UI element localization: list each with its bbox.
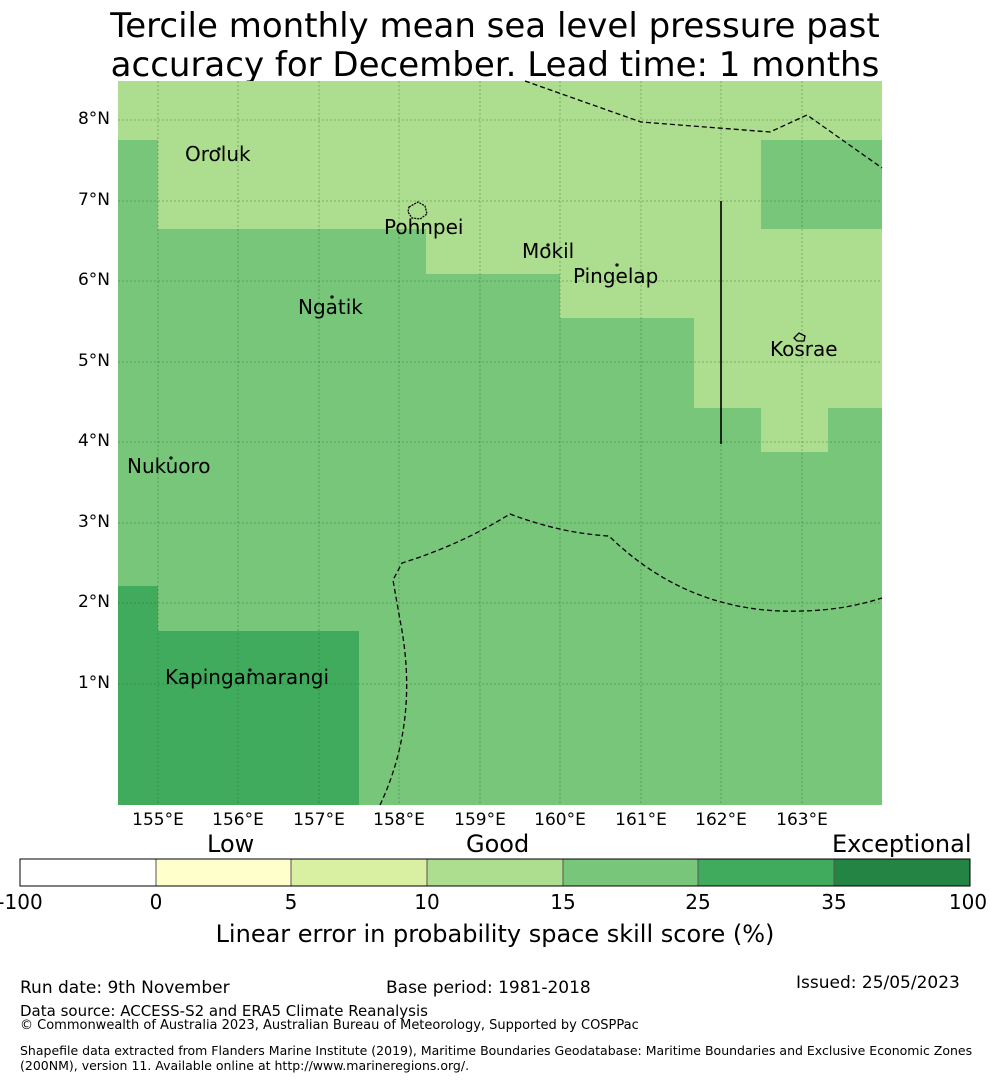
lon-label: 155°E [132, 810, 184, 830]
cell-block-north [426, 229, 882, 274]
lon-label: 156°E [212, 810, 264, 830]
lat-label: 5°N [77, 351, 110, 371]
colorbar-label: Linear error in probability space skill … [215, 920, 775, 948]
kapingamarangi-atoll [248, 668, 252, 672]
pingelap-atoll [615, 263, 619, 267]
place-label-ngatik: Ngatik [298, 295, 363, 319]
cell-block-northeast [761, 140, 882, 229]
copyright: © Commonwealth of Australia 2023, Austra… [20, 1018, 639, 1033]
colorbar-category-low: Low [207, 830, 255, 858]
place-label-oroluk: Oroluk [185, 142, 251, 166]
colorbar-segment [156, 859, 291, 886]
place-label-pingelap: Pingelap [573, 264, 659, 288]
colorbar-tick: -100 [0, 890, 43, 914]
colorbar-segment [20, 859, 156, 886]
map-title-line-2: accuracy for December. Lead time: 1 mont… [110, 45, 880, 85]
map-title-line-1: Tercile monthly mean sea level pressure … [110, 6, 880, 46]
lat-label: 4°N [77, 431, 110, 451]
base-period: Base period: 1981-2018 [386, 978, 591, 998]
islands [169, 147, 806, 672]
lat-label: 7°N [77, 190, 110, 210]
lon-label: 159°E [454, 810, 506, 830]
lon-label: 161°E [615, 810, 667, 830]
lon-label: 162°E [695, 810, 747, 830]
place-label-nukuoro: Nukuoro [127, 454, 211, 478]
mokil-atoll [546, 243, 550, 247]
colorbar-category-exceptional: Exceptional [832, 830, 972, 858]
lon-label: 160°E [534, 810, 586, 830]
place-label-pohnpei: Pohnpei [384, 215, 464, 239]
lat-label: 2°N [77, 592, 110, 612]
lat-label: 6°N [77, 270, 110, 290]
colorbar-segment [563, 859, 698, 886]
skill-grid [118, 81, 882, 805]
colorbar-segment [698, 859, 834, 886]
colorbar-tick: 35 [821, 890, 847, 914]
colorbar-tick: 5 [284, 890, 298, 914]
run-date: Run date: 9th November [20, 978, 230, 998]
lon-label: 157°E [293, 810, 345, 830]
colorbar-segment [291, 859, 427, 886]
colorbar [19, 858, 971, 887]
place-label-kapingamarangi: Kapingamarangi [165, 665, 330, 689]
colorbar-tick: 100 [948, 890, 988, 914]
cell-block-north [158, 140, 761, 229]
colorbar-tick: 0 [149, 890, 163, 914]
lon-label: 163°E [776, 810, 828, 830]
colorbar-frame [19, 858, 971, 887]
data-source: Data source: ACCESS-S2 and ERA5 Climate … [20, 1002, 428, 1020]
graticule [118, 81, 882, 805]
oroluk-atoll [217, 147, 221, 151]
colorbar-segment [834, 859, 970, 886]
colorbar-tick: 25 [685, 890, 711, 914]
kosrae-island [793, 332, 806, 342]
cell-block-east [694, 318, 882, 408]
cell-block-southwest [158, 631, 359, 805]
cell-block-southwest [118, 586, 158, 805]
cell-block-east [761, 408, 828, 452]
shapefile-credit-line-1: Shapefile data extracted from Flanders M… [20, 1043, 973, 1058]
nukuoro-atoll [169, 456, 173, 460]
eez-boundaries [379, 80, 883, 806]
colorbar-tick: 15 [550, 890, 576, 914]
lat-label: 3°N [77, 512, 110, 532]
shapefile-credit-line-2: (200NM), version 11. Available online at… [20, 1058, 470, 1073]
place-label-kosrae: Kosrae [770, 337, 838, 361]
place-label-mokil: Mokil [522, 239, 575, 263]
colorbar-segment [427, 859, 563, 886]
ngatik-atoll [330, 295, 334, 299]
lat-label: 1°N [77, 673, 110, 693]
colorbar-category-good: Good [466, 830, 530, 858]
lon-label: 158°E [373, 810, 425, 830]
pohnpei-island [407, 201, 428, 220]
colorbar-tick: 10 [414, 890, 440, 914]
issued-date: Issued: 25/05/2023 [796, 973, 960, 993]
lat-label: 8°N [77, 109, 110, 129]
